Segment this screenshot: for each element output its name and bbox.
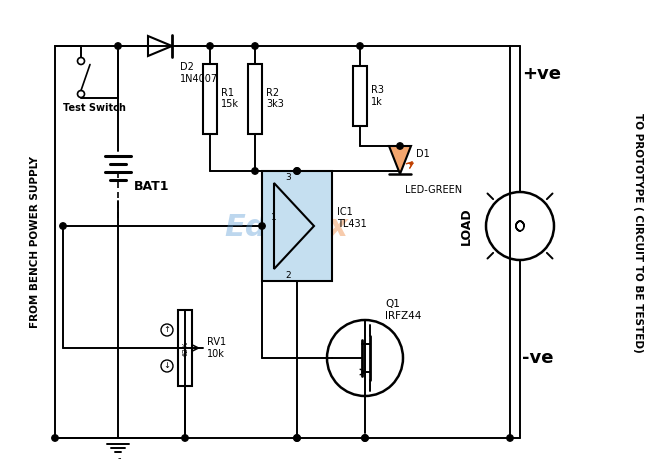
Circle shape bbox=[294, 435, 300, 441]
Text: IC1
TL431: IC1 TL431 bbox=[337, 207, 367, 229]
Circle shape bbox=[252, 43, 258, 49]
Text: D1: D1 bbox=[416, 149, 430, 159]
Bar bbox=[248, 63, 262, 133]
Circle shape bbox=[182, 435, 188, 441]
Text: 2: 2 bbox=[285, 270, 291, 280]
Text: 1: 1 bbox=[271, 213, 277, 222]
Bar bbox=[353, 66, 367, 126]
Text: D2
1N4007: D2 1N4007 bbox=[180, 62, 218, 83]
Text: LOAD: LOAD bbox=[460, 207, 473, 245]
Text: ↑: ↑ bbox=[164, 325, 170, 335]
Text: -: - bbox=[117, 453, 121, 463]
Text: RV1
10k: RV1 10k bbox=[207, 337, 226, 359]
Text: R1
15k: R1 15k bbox=[221, 88, 239, 110]
Circle shape bbox=[252, 168, 258, 174]
Circle shape bbox=[259, 223, 265, 229]
Text: fx: fx bbox=[315, 213, 348, 242]
Circle shape bbox=[115, 43, 121, 49]
Bar bbox=[178, 310, 192, 386]
Circle shape bbox=[294, 168, 300, 174]
Text: 62%: 62% bbox=[182, 340, 188, 356]
Bar bbox=[262, 171, 332, 281]
Text: BAT1: BAT1 bbox=[134, 179, 170, 192]
Text: 3: 3 bbox=[285, 172, 291, 181]
Text: -ve: -ve bbox=[522, 349, 554, 367]
Text: R2
3k3: R2 3k3 bbox=[266, 88, 284, 110]
Text: +ve: +ve bbox=[522, 65, 561, 83]
Text: FROM BENCH POWER SUPPLY: FROM BENCH POWER SUPPLY bbox=[30, 156, 40, 328]
Text: LED-GREEN: LED-GREEN bbox=[405, 185, 462, 195]
Circle shape bbox=[52, 435, 58, 441]
Circle shape bbox=[507, 435, 514, 441]
Circle shape bbox=[207, 43, 213, 49]
Circle shape bbox=[362, 435, 368, 441]
Circle shape bbox=[396, 143, 403, 149]
Bar bbox=[203, 63, 217, 133]
Circle shape bbox=[294, 435, 300, 441]
Circle shape bbox=[357, 43, 363, 49]
Text: TO PROTOTYPE ( CIRCUIT TO BE TESTED): TO PROTOTYPE ( CIRCUIT TO BE TESTED) bbox=[633, 113, 643, 353]
Polygon shape bbox=[389, 146, 411, 174]
Text: Test Switch: Test Switch bbox=[63, 103, 126, 113]
Circle shape bbox=[362, 435, 368, 441]
Text: Q1
IRFZ44: Q1 IRFZ44 bbox=[385, 299, 421, 321]
Circle shape bbox=[294, 168, 300, 174]
Text: ↓: ↓ bbox=[164, 362, 170, 370]
Text: Edge: Edge bbox=[225, 213, 310, 242]
Circle shape bbox=[60, 223, 66, 229]
Text: R3
1k: R3 1k bbox=[371, 85, 384, 107]
